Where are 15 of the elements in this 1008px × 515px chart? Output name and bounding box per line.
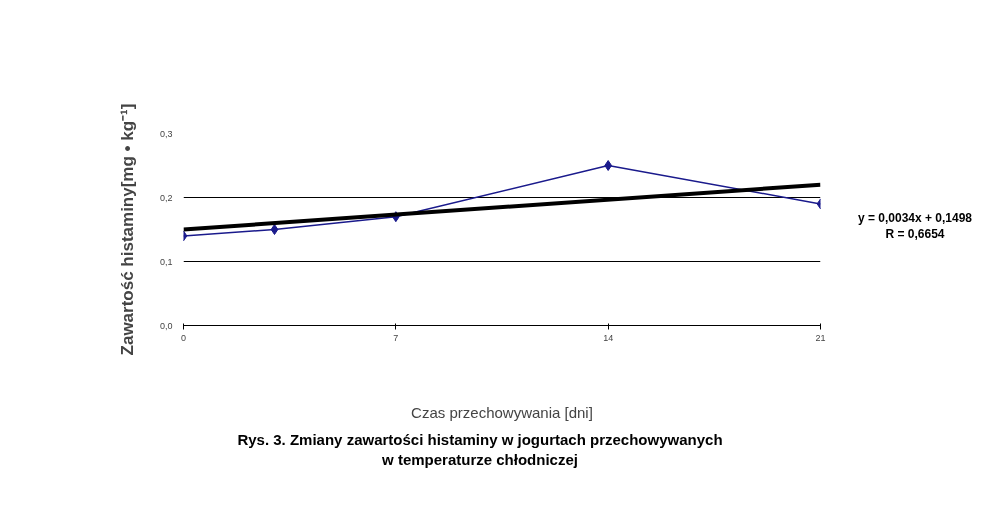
y-tick-label: 0,1 (159, 256, 173, 267)
text: Rys. 3. Zmiany zawartości histaminy w jogurtach przechowywanych w temperaturze chłodniczej (237, 430, 723, 470)
x-tick-label: 0 (181, 332, 187, 343)
x-axis-title: Czas przechowywania [dni] (411, 403, 593, 421)
x-tick-label: 7 (393, 332, 399, 343)
point (270, 224, 279, 235)
point (604, 160, 612, 171)
x-tick-label: 21 (815, 332, 826, 343)
y-axis-title: Zawartość histaminy[mg • kg⁻¹] (117, 103, 137, 356)
y-tick-label: 0,3 (159, 128, 173, 139)
y-tick-label: 0,0 (159, 320, 173, 331)
y-tick-label: 0,2 (159, 192, 173, 203)
text: R = 0,6654 (885, 227, 945, 241)
x-tick-label: 14 (603, 332, 614, 343)
text: y = 0,0034x + 0,1498 (857, 211, 973, 225)
